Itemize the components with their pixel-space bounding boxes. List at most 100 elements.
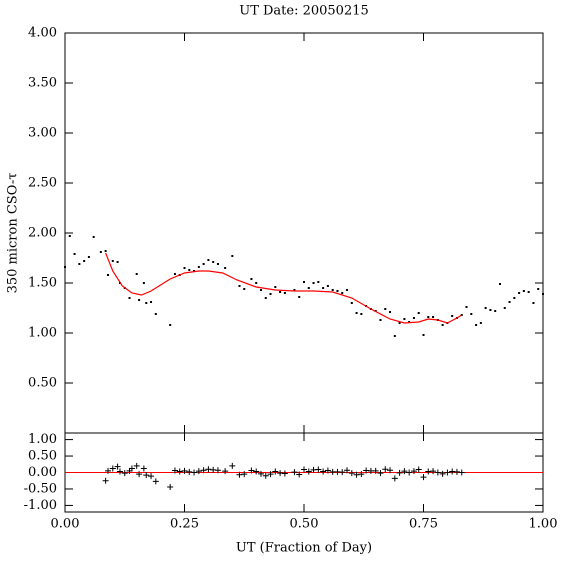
data-point [283, 292, 286, 294]
residual-point [458, 469, 465, 476]
residual-point [167, 483, 174, 490]
data-point [231, 255, 234, 257]
data-point [360, 313, 363, 315]
residual-point [281, 470, 288, 477]
x-tick-label: 1.00 [529, 517, 558, 532]
residual-point [133, 462, 140, 469]
data-point [537, 288, 540, 290]
data-point [527, 291, 530, 293]
data-point [104, 250, 107, 252]
data-point [150, 301, 153, 303]
residual-point [291, 469, 298, 476]
data-point [64, 266, 66, 268]
data-point [279, 291, 282, 293]
residual-point [181, 467, 188, 474]
y-tick-label: 2.00 [28, 226, 57, 241]
data-point [479, 322, 482, 324]
residual-point [121, 470, 128, 477]
data-point [312, 282, 315, 284]
data-point [169, 324, 172, 326]
residual-point [353, 471, 360, 478]
data-point [336, 290, 339, 292]
residual-point [439, 470, 446, 477]
residual-point [344, 467, 351, 474]
residual-point [143, 472, 150, 479]
residual-point [171, 467, 178, 474]
y-tick-label: 4.00 [28, 26, 57, 41]
residual-point [401, 468, 408, 475]
data-point [341, 292, 344, 294]
data-point [484, 307, 487, 309]
residual-point [410, 468, 417, 475]
residual-point [114, 463, 121, 470]
residual-point [296, 471, 303, 478]
data-point [111, 260, 114, 262]
y-tick-label: 0.50 [28, 449, 57, 464]
x-tick-label: 0.50 [290, 517, 319, 532]
data-point [142, 282, 145, 284]
fit-line [105, 252, 463, 324]
residual-point [205, 466, 212, 473]
data-point [398, 322, 401, 324]
data-point [154, 313, 157, 315]
residual-point [262, 472, 269, 479]
residual-point [272, 468, 279, 475]
data-point [197, 266, 200, 268]
x-tick-label: 0.25 [170, 517, 199, 532]
y-tick-label: 2.50 [28, 176, 57, 191]
data-point [183, 267, 186, 269]
residual-point [102, 477, 109, 484]
y-tick-label: -1.00 [24, 498, 57, 513]
residual-point [358, 471, 365, 478]
residual-point [406, 469, 413, 476]
residual-point [191, 469, 198, 476]
residual-point [248, 467, 255, 474]
data-point [475, 324, 478, 326]
residual-point [387, 467, 394, 474]
residual-point [377, 470, 384, 477]
data-point [107, 274, 110, 276]
data-point [224, 267, 227, 269]
data-point [293, 289, 296, 291]
data-point [494, 310, 497, 312]
data-point [145, 302, 148, 304]
data-point [441, 324, 444, 326]
data-point [498, 283, 501, 285]
data-point [116, 261, 119, 263]
data-point [508, 301, 511, 303]
data-point [532, 302, 535, 304]
residual-point [241, 471, 248, 478]
y-tick-label: 1.50 [28, 276, 57, 291]
data-point [393, 335, 396, 337]
y-tick-label: 3.50 [28, 76, 57, 91]
residual-point [382, 466, 389, 473]
residual-point [253, 468, 260, 475]
residual-point [257, 470, 264, 477]
data-point [243, 288, 246, 290]
data-point [138, 299, 141, 301]
residual-point [396, 469, 403, 476]
residual-point [267, 471, 274, 478]
data-point [73, 253, 76, 255]
data-point [255, 282, 258, 284]
residual-point [339, 469, 346, 476]
residual-point [430, 468, 437, 475]
residual-point [176, 468, 183, 475]
data-point [422, 334, 425, 336]
data-point [542, 293, 544, 295]
data-point [307, 287, 310, 289]
data-point [259, 289, 262, 291]
residual-point [391, 475, 398, 482]
data-point [173, 273, 176, 275]
y-tick-label: -0.50 [24, 481, 57, 496]
data-point [408, 321, 411, 323]
residual-point [236, 471, 243, 478]
plot-frame [64, 32, 544, 434]
data-point [250, 278, 253, 280]
residual-point [348, 470, 355, 477]
chart-title: UT Date: 20050215 [239, 4, 369, 19]
data-point [403, 318, 406, 320]
data-point [489, 309, 492, 311]
residual-point [109, 465, 116, 472]
data-point [92, 236, 95, 238]
